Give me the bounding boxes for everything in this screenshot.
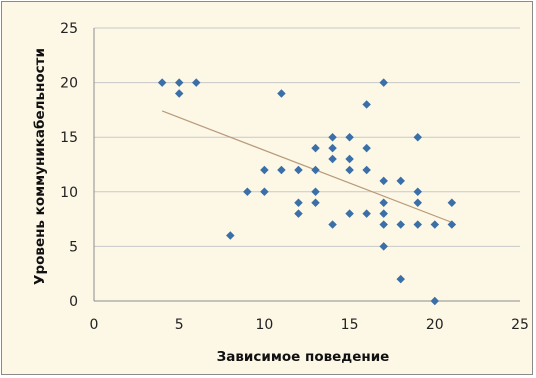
- data-point: [345, 154, 354, 164]
- data-point: [277, 89, 286, 98]
- x-tick-label: 0: [90, 317, 99, 333]
- data-points: [157, 78, 457, 306]
- data-point: [396, 274, 405, 284]
- data-point: [396, 176, 405, 186]
- data-point: [260, 165, 269, 175]
- data-point: [311, 143, 320, 153]
- data-point: [311, 187, 320, 197]
- data-point: [396, 220, 405, 229]
- x-tick-label: 20: [426, 317, 444, 333]
- data-point: [260, 187, 269, 197]
- data-point: [277, 165, 286, 175]
- data-point: [413, 220, 423, 229]
- x-tick-label: 10: [255, 317, 273, 333]
- data-point: [379, 209, 388, 218]
- data-point: [345, 132, 354, 142]
- data-point: [413, 187, 423, 197]
- data-point: [413, 198, 423, 207]
- y-tick-label: 5: [69, 239, 78, 255]
- data-point: [447, 220, 457, 229]
- tick-labels: 0 5 10 15 20 25 0 5 10 15 20 25: [60, 21, 529, 333]
- data-point: [379, 242, 388, 251]
- data-point: [345, 165, 354, 175]
- data-point: [345, 209, 354, 218]
- data-point: [294, 198, 303, 207]
- data-point: [379, 78, 388, 87]
- data-point: [226, 231, 235, 240]
- data-point: [379, 198, 388, 207]
- data-point: [447, 198, 457, 207]
- data-point: [430, 220, 440, 229]
- y-tick-label: 10: [60, 185, 78, 201]
- axes: [93, 28, 520, 302]
- x-tick-label: 5: [175, 317, 184, 333]
- data-point: [191, 78, 201, 87]
- data-point: [362, 165, 371, 175]
- trendline-layer: [161, 110, 453, 223]
- data-point: [328, 154, 337, 164]
- data-point: [328, 132, 337, 142]
- data-point: [294, 165, 303, 175]
- y-axis-title: Уровень коммуникабельности: [32, 48, 48, 285]
- data-point: [157, 78, 167, 87]
- data-point: [362, 209, 371, 218]
- y-tick-label: 20: [60, 76, 78, 92]
- x-tick-label: 15: [341, 317, 359, 333]
- data-point: [294, 209, 303, 218]
- data-point: [174, 89, 184, 98]
- data-point: [362, 143, 371, 153]
- data-point: [311, 198, 320, 207]
- data-point: [328, 220, 337, 229]
- data-point: [379, 220, 388, 229]
- y-tick-label: 25: [60, 21, 78, 37]
- x-axis-title: Зависимое поведение: [217, 349, 390, 365]
- data-point: [174, 78, 184, 87]
- data-point: [413, 132, 423, 142]
- x-tick-label: 25: [511, 317, 529, 333]
- data-point: [430, 296, 440, 306]
- data-point: [311, 165, 320, 175]
- y-tick-label: 15: [60, 130, 78, 146]
- gridlines: [94, 27, 520, 247]
- data-point: [328, 143, 337, 153]
- data-point: [362, 100, 371, 109]
- data-point: [243, 187, 252, 197]
- y-tick-label: 0: [69, 294, 78, 310]
- data-point: [379, 176, 388, 186]
- trendline: [161, 110, 453, 223]
